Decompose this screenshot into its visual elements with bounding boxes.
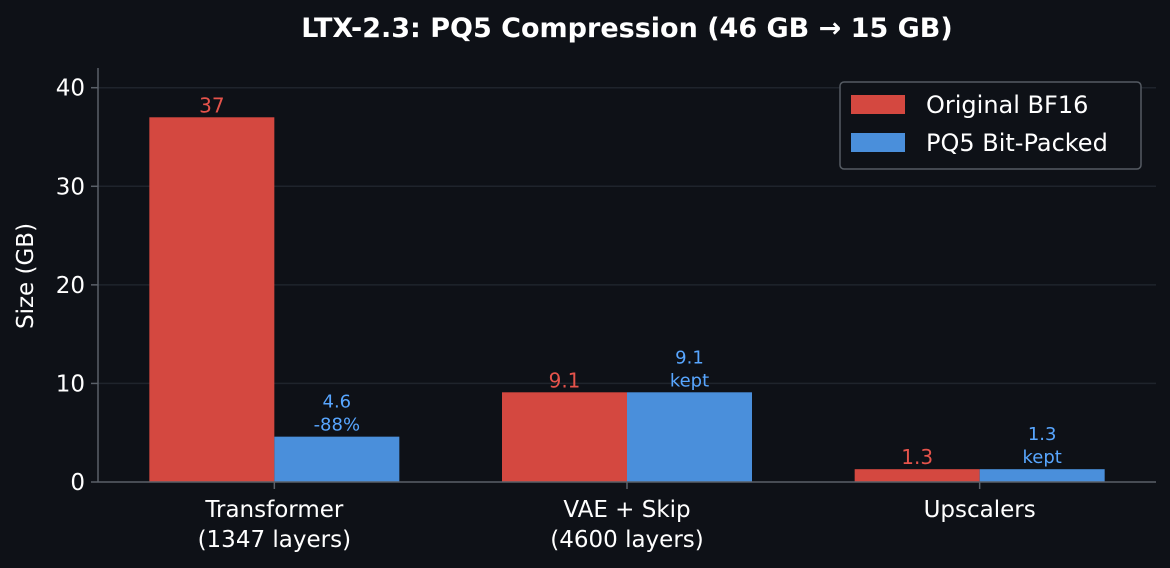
bar-value-label: 37 <box>199 93 224 117</box>
bar <box>149 117 275 483</box>
bar-note-label: -88% <box>314 415 361 436</box>
y-tick-label: 10 <box>56 371 85 397</box>
x-tick-label: (4600 layers) <box>550 527 703 553</box>
bar <box>274 436 400 482</box>
y-tick-label: 20 <box>56 273 85 299</box>
legend-label: Original BF16 <box>926 91 1088 119</box>
bar-value-label: 1.3 <box>901 445 933 469</box>
bars <box>149 117 1105 483</box>
legend: Original BF16 PQ5 Bit-Packed <box>839 81 1142 170</box>
x-tick-label: Upscalers <box>924 497 1036 523</box>
bar-value-label: 9.1 <box>675 347 704 368</box>
bar-value-label: 4.6 <box>323 392 352 413</box>
bar-note-label: kept <box>670 370 709 391</box>
chart-title: LTX-2.3: PQ5 Compression (46 GB → 15 GB) <box>301 13 952 44</box>
bar <box>627 392 752 482</box>
y-tick-label: 0 <box>70 470 85 496</box>
legend-swatch <box>851 133 905 152</box>
y-axis-label: Size (GB) <box>13 223 39 329</box>
y-tick-label: 30 <box>56 174 85 200</box>
legend-swatch <box>851 95 905 114</box>
legend-label: PQ5 Bit-Packed <box>926 129 1108 157</box>
bar <box>854 469 980 482</box>
bar <box>979 469 1105 482</box>
x-tick-label: VAE + Skip <box>563 497 690 523</box>
legend-box <box>839 81 1142 170</box>
y-tick-label: 40 <box>56 76 85 102</box>
bar-note-label: kept <box>1022 447 1061 468</box>
x-tick-label: Transformer <box>204 497 344 523</box>
x-tick-label: (1347 layers) <box>198 527 351 553</box>
bar <box>502 392 627 482</box>
axes: 0 10 20 30 40 Transformer (1347 layers) VAE + S… <box>56 68 1156 553</box>
bar-value-label: 1.3 <box>1028 424 1057 445</box>
bar-value-label: 9.1 <box>549 368 581 392</box>
